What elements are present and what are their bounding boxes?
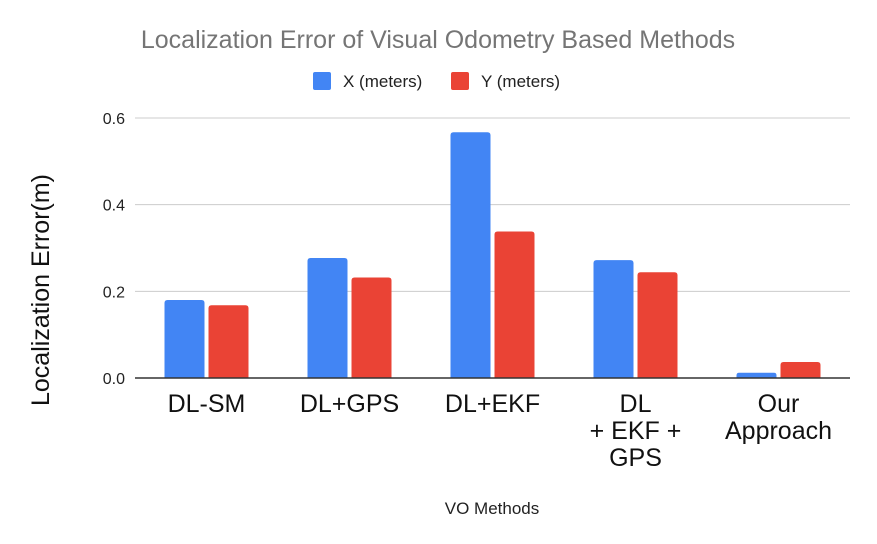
y-tick-label: 0.0: [103, 371, 125, 388]
bar-y-2: [494, 231, 535, 378]
bar-x-1: [307, 257, 348, 378]
x-tick-label: DL + EKF + GPS: [590, 390, 682, 472]
legend-label-y: Y (meters): [481, 72, 560, 91]
bar-y-0: [208, 305, 249, 378]
gridlines: [135, 117, 850, 292]
x-tick-label: DL+GPS: [300, 390, 399, 418]
x-tick-label: DL+EKF: [445, 390, 540, 418]
bars: [164, 132, 821, 378]
x-axis-ticks: DL-SM DL+GPS DL+EKF DL + EKF + GPS Our Approach: [168, 390, 832, 472]
x-axis-label: VO Methods: [445, 499, 540, 518]
x-tick-label: DL-SM: [168, 390, 246, 418]
x-tick-label: Our Approach: [725, 390, 832, 445]
bar-x-4: [736, 372, 777, 378]
legend-swatch-x: [313, 72, 331, 90]
y-tick-label: 0.4: [103, 198, 125, 215]
legend: X (meters) Y (meters): [313, 72, 560, 91]
bar-x-3: [593, 260, 634, 378]
legend-label-x: X (meters): [343, 72, 422, 91]
y-axis-label: Localization Error(m): [27, 174, 55, 406]
bar-y-1: [351, 277, 392, 378]
chart-title: Localization Error of Visual Odometry Ba…: [141, 26, 735, 54]
y-tick-label: 0.6: [103, 111, 125, 128]
bar-y-3: [637, 272, 678, 378]
bar-x-2: [450, 132, 491, 378]
bar-x-0: [164, 300, 205, 378]
bar-y-4: [780, 361, 821, 378]
y-axis-ticks: 0.0 0.2 0.4 0.6: [103, 111, 125, 388]
legend-swatch-y: [451, 72, 469, 90]
y-tick-label: 0.2: [103, 284, 125, 301]
